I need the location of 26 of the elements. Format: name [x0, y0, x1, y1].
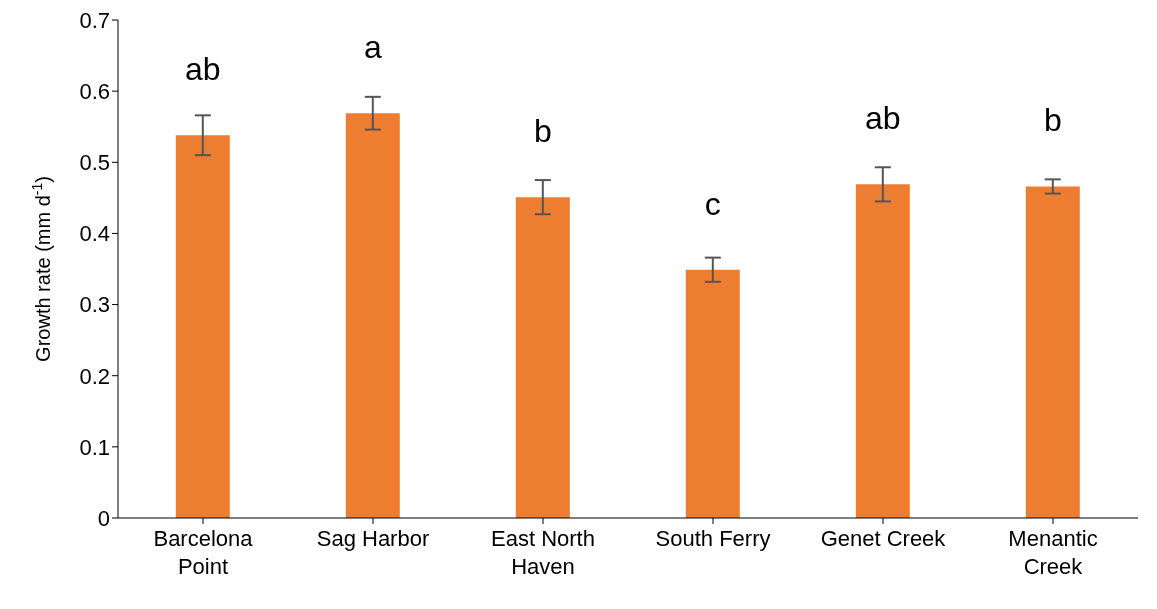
y-tick-label: 0.4 [79, 221, 110, 247]
bar [515, 197, 570, 518]
bar [175, 135, 230, 518]
annotation: ab [185, 51, 221, 88]
y-tick-label: 0.6 [79, 78, 110, 104]
annotation: a [363, 29, 382, 66]
x-tick-label: Barcelona Point [153, 526, 254, 579]
annotation: b [1043, 102, 1062, 139]
x-tick-label: Genet Creek [820, 526, 947, 551]
annotation: c [704, 185, 721, 222]
y-tick-label: 0.5 [79, 150, 110, 176]
x-tick-label: Sag Harbor [316, 526, 430, 551]
x-tick-label: Menantic Creek [1008, 526, 1098, 579]
annotation: ab [865, 100, 901, 137]
bar [1025, 186, 1080, 518]
bar [685, 269, 740, 518]
x-tick-label: South Ferry [655, 526, 771, 551]
annotation: b [533, 113, 552, 150]
y-tick-label: 0.7 [79, 7, 110, 33]
y-tick-label: 0.1 [79, 434, 110, 460]
y-tick-label: 0 [97, 505, 110, 531]
bar [345, 113, 400, 518]
x-tick-label: East North Haven [491, 526, 595, 579]
y-tick-label: 0.3 [79, 292, 110, 318]
bar [855, 184, 910, 518]
y-tick-label: 0.2 [79, 363, 110, 389]
